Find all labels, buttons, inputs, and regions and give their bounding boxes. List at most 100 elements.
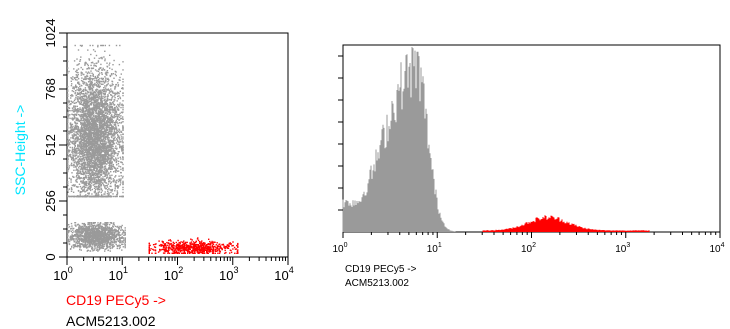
dot	[96, 70, 98, 72]
dot	[119, 225, 121, 228]
dot	[94, 105, 97, 107]
dot	[107, 83, 109, 85]
dot	[93, 130, 95, 133]
dot	[102, 92, 105, 95]
dot	[72, 76, 74, 78]
dot	[115, 74, 117, 77]
dot	[85, 62, 87, 64]
dot	[102, 77, 104, 80]
dot	[75, 84, 77, 86]
dot	[117, 104, 120, 106]
dot	[119, 156, 121, 159]
dot	[101, 104, 103, 106]
dot	[89, 181, 92, 183]
dot	[74, 155, 76, 157]
dot	[73, 116, 76, 118]
dot	[113, 121, 116, 124]
dot	[104, 93, 106, 95]
dot	[106, 126, 108, 128]
dot	[105, 185, 107, 187]
dot	[73, 143, 75, 145]
dot	[85, 163, 87, 166]
dot	[104, 98, 106, 100]
dot	[113, 114, 115, 117]
dot	[106, 171, 109, 173]
dot	[84, 172, 86, 175]
dot	[94, 244, 96, 247]
dot	[109, 102, 111, 104]
dot	[83, 133, 85, 136]
dot	[96, 144, 99, 146]
dot	[102, 138, 104, 141]
dot	[96, 124, 99, 126]
dot	[92, 174, 95, 177]
dot	[95, 183, 97, 185]
dot	[67, 141, 70, 143]
dot	[70, 117, 72, 120]
dot	[78, 158, 81, 160]
dot	[116, 116, 119, 118]
dot	[87, 126, 89, 129]
dot	[98, 78, 100, 81]
dot	[116, 131, 119, 134]
dot	[120, 195, 123, 198]
dot	[111, 145, 113, 147]
dot	[71, 90, 73, 92]
dot	[93, 187, 96, 190]
dot	[73, 134, 75, 136]
dot	[72, 101, 74, 103]
dot	[91, 188, 93, 191]
dot	[89, 137, 92, 140]
dot	[95, 195, 98, 198]
dot	[116, 160, 118, 162]
dot	[93, 181, 95, 183]
dot	[95, 100, 97, 102]
dot	[92, 142, 94, 144]
dot	[90, 229, 92, 232]
dot	[122, 94, 124, 97]
dot	[80, 226, 82, 228]
dot	[91, 84, 94, 86]
dot	[67, 110, 69, 112]
dot	[97, 86, 99, 88]
dot	[100, 187, 102, 189]
dot	[122, 92, 124, 94]
dot	[71, 95, 73, 97]
dot	[76, 245, 79, 248]
dot	[89, 176, 92, 178]
dot	[68, 177, 71, 179]
dot	[102, 231, 104, 233]
dot	[100, 146, 102, 148]
dot	[104, 76, 106, 78]
dot	[81, 150, 83, 152]
dot	[80, 132, 83, 135]
dot	[92, 78, 94, 80]
dot	[104, 100, 106, 103]
dot	[82, 139, 84, 141]
dot	[109, 75, 112, 78]
dot	[96, 121, 98, 123]
dot	[84, 140, 86, 142]
dot	[67, 67, 69, 69]
dot	[68, 165, 71, 167]
dot	[99, 120, 101, 123]
dot	[114, 97, 116, 99]
dot	[112, 135, 115, 137]
dot	[91, 195, 93, 198]
dot	[93, 146, 96, 148]
dot	[106, 223, 108, 226]
dot	[106, 192, 109, 195]
dot	[92, 173, 95, 175]
dot	[94, 82, 96, 85]
dot	[107, 154, 109, 156]
dot	[103, 130, 105, 132]
dot	[92, 97, 95, 100]
dot	[117, 135, 119, 137]
dot	[92, 132, 94, 135]
dot	[85, 123, 87, 125]
dot	[110, 181, 112, 183]
dot	[78, 165, 81, 167]
dot	[80, 130, 82, 132]
dot	[86, 93, 88, 95]
dot	[111, 97, 113, 99]
